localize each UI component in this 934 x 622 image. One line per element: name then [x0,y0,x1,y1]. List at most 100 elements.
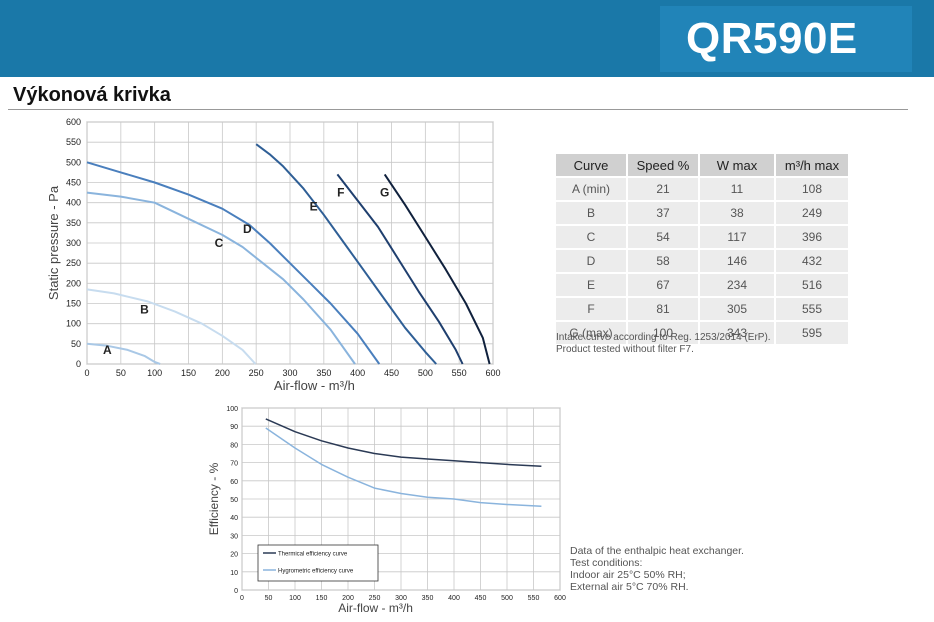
spec-table-cell: F [556,297,628,322]
spec-table-cell: D [556,249,628,274]
spec-table-header-row: Curve Speed % W max m³/h max [556,154,850,178]
spec-table-cell: 249 [775,201,850,226]
spec-table-cell: 555 [775,297,850,322]
x-tick-label: 550 [528,595,540,602]
curve-label-d: D [243,222,252,236]
y-tick-label: 250 [66,258,81,268]
x-tick-label: 250 [249,368,264,378]
y-tick-label: 50 [71,339,81,349]
spec-table-cell: 432 [775,249,850,274]
x-axis-label: Air-flow - m³/h [274,378,355,393]
spec-table-cell: 305 [699,297,776,322]
legend-label: Thermical efficiency curve [278,552,348,558]
x-tick-label: 300 [395,595,407,602]
spec-table-cell: 516 [775,273,850,298]
spec-table: Curve Speed % W max m³/h max A (min) 21 11… [556,154,850,346]
header-banner: QR590E [0,0,934,77]
spec-table-cell: C [556,225,628,250]
spec-table-cell: E [556,273,628,298]
spec-table-cell: 38 [699,201,776,226]
y-tick-label: 20 [230,552,238,559]
spec-table-cell: B [556,201,628,226]
spec-table-row: G (max) 100 343 595 [556,321,850,346]
y-tick-label: 550 [66,137,81,147]
efficiency-note: Data of the enthalpic heat exchanger. Te… [570,545,744,593]
series-line-thermical-efficiency-curve [265,418,542,467]
spec-table-cell: 108 [775,177,850,202]
spec-header-flowmax: m³/h max [775,154,850,178]
spec-header-wmax: W max [699,154,776,178]
y-tick-label: 40 [230,515,238,522]
spec-table-row: B 37 38 249 [556,201,850,226]
x-axis-label: Air-flow - m³/h [338,601,413,615]
y-tick-label: 200 [66,278,81,288]
section-title: Výkonová krivka [13,84,171,106]
curve-label-b: B [140,303,149,317]
spec-table-cell: 81 [627,297,700,322]
spec-note-line: Intake curve according to Reg. 1253/2014… [556,332,771,343]
spec-note: Intake curve according to Reg. 1253/2014… [556,332,771,356]
y-tick-label: 0 [234,588,238,595]
efficiency-note-line: Indoor air 25°C 50% RH; [570,569,686,581]
spec-header-curve: Curve [556,154,628,178]
spec-table-row: F 81 305 555 [556,297,850,322]
y-tick-label: 30 [230,533,238,540]
spec-table-cell: 21 [627,177,700,202]
efficiency-note-line: Data of the enthalpic heat exchanger. [570,545,744,557]
x-tick-label: 350 [422,595,434,602]
spec-header-speed: Speed % [627,154,700,178]
series-line-g [383,173,491,365]
model-name: QR590E [686,14,858,63]
x-tick-label: 50 [116,368,126,378]
x-tick-label: 550 [452,368,467,378]
y-tick-label: 350 [66,218,81,228]
x-tick-label: 50 [265,595,273,602]
spec-table-cell: 58 [627,249,700,274]
x-tick-label: 500 [418,368,433,378]
series-line-d [86,161,381,365]
curve-label-g: G [380,186,389,200]
y-tick-label: 400 [66,198,81,208]
spec-table-row: C 54 117 396 [556,225,850,250]
series-line-a [86,342,161,365]
spec-table-cell: A (min) [556,177,628,202]
spec-table-cell: G (max) [556,321,628,346]
y-axis-label: Static pressure - Pa [46,185,61,300]
curve-label-e: E [310,200,318,214]
legend: Thermical efficiency curve Hygrometric ef… [257,544,379,582]
y-tick-label: 500 [66,157,81,167]
y-tick-label: 600 [66,117,81,127]
legend-label: Hygrometric efficiency curve [278,569,354,575]
y-tick-label: 450 [66,178,81,188]
y-tick-label: 100 [226,406,238,413]
y-tick-label: 80 [230,442,238,449]
x-tick-label: 150 [316,595,328,602]
efficiency-note-line: External air 5°C 70% RH. [570,581,689,593]
efficiency-chart: 0 50 100 150 200 250 300 350 400 450 500 550 600 0 10 2… [207,406,566,615]
divider [8,109,908,110]
series-line-c [86,191,356,365]
spec-table-cell: 54 [627,225,700,250]
x-tick-label: 450 [475,595,487,602]
legend-box [257,544,379,582]
spec-table-cell: 117 [699,225,776,250]
x-tick-label: 100 [289,595,301,602]
x-tick-label: 600 [485,368,500,378]
x-tick-label: 0 [240,595,244,602]
spec-table-row: A (min) 21 11 108 [556,177,850,202]
series-line-e [255,143,437,365]
y-axis-label: Efficiency - % [207,462,221,535]
spec-table-cell: 396 [775,225,850,250]
spec-table-cell: 595 [775,321,850,346]
x-tick-label: 250 [369,595,381,602]
spec-table-cell: 67 [627,273,700,298]
x-tick-label: 350 [316,368,331,378]
spec-table-cell: 37 [627,201,700,226]
spec-table-cell: 343 [699,321,776,346]
series-line-hygrometric-efficiency-curve [265,427,542,508]
x-tick-label: 300 [282,368,297,378]
curve-label-a: A [103,343,112,357]
spec-note-line: Product tested without filter F7. [556,344,694,355]
x-tick-label: 500 [501,595,513,602]
curve-label-c: C [215,236,224,250]
